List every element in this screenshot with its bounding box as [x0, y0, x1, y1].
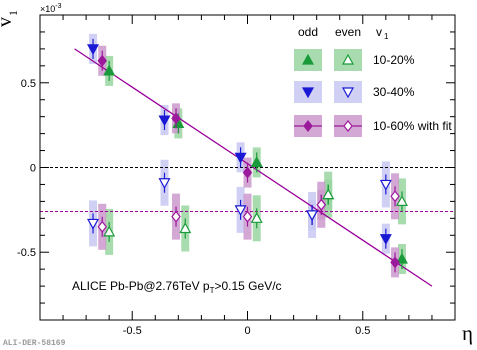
legend-header-even: even	[335, 25, 361, 39]
y-tick-label: -0.5	[17, 247, 36, 259]
data-point	[250, 156, 263, 168]
data-point	[158, 115, 171, 127]
data-point	[379, 234, 392, 245]
y-axis-label-subscript: 1	[6, 10, 20, 16]
x-tick-label: -0.5	[123, 325, 142, 337]
data-point	[179, 222, 192, 234]
x-tick-label: 0.5	[355, 325, 370, 337]
legend-header-odd: odd	[298, 25, 318, 39]
alice-figure-id: ALI-DER-58169	[3, 339, 66, 348]
axis-ticks: -0.5 0 0.5 -0.5 0 0.5	[17, 14, 456, 337]
data-point	[234, 205, 247, 217]
y-axis-exponent: ×10-3	[40, 3, 62, 14]
data-point	[395, 252, 408, 264]
data-point	[158, 178, 171, 189]
data-point	[171, 112, 181, 125]
legend-marker	[343, 120, 353, 132]
legend-label: 10-60% with fit	[373, 119, 452, 133]
data-point	[87, 44, 100, 56]
legend-marker	[341, 53, 355, 65]
data-point	[103, 225, 116, 237]
legend-marker	[341, 87, 355, 99]
legend-header-v1-sub: 1	[384, 32, 389, 41]
data-point	[97, 220, 108, 233]
legend-header-v1: v	[376, 25, 382, 39]
data-point	[103, 64, 116, 76]
data-point	[322, 188, 335, 200]
legend-marker	[301, 53, 315, 65]
data-point	[306, 210, 319, 222]
data-points	[87, 38, 408, 273]
legend-marker	[301, 87, 315, 99]
data-point	[316, 198, 327, 211]
data-point	[97, 54, 108, 67]
data-point	[395, 195, 408, 206]
x-axis-label: η	[462, 321, 473, 345]
y-tick-label: 0	[30, 163, 36, 175]
data-point	[234, 152, 247, 164]
experiment-annotation: ALICE Pb-Pb@2.76TeV pT>0.15 GeV/c	[72, 279, 282, 295]
y-axis-label: v	[0, 17, 16, 27]
data-point	[379, 179, 392, 191]
y-tick-label: 0.5	[21, 78, 36, 90]
data-point	[87, 218, 100, 230]
legend-marker	[303, 120, 313, 132]
data-point	[390, 256, 400, 269]
odd-fit-line	[74, 48, 433, 287]
data-point	[250, 212, 263, 223]
legend: odd even v 1 10-20% 30-40% 10-60% with fit	[294, 25, 452, 137]
data-point	[242, 210, 253, 223]
x-tick-label: 0	[244, 325, 250, 337]
data-point	[171, 210, 181, 223]
data-point	[390, 190, 400, 203]
legend-label: 30-40%	[373, 85, 415, 99]
legend-label: 10-20%	[373, 53, 415, 67]
data-point	[242, 166, 253, 179]
